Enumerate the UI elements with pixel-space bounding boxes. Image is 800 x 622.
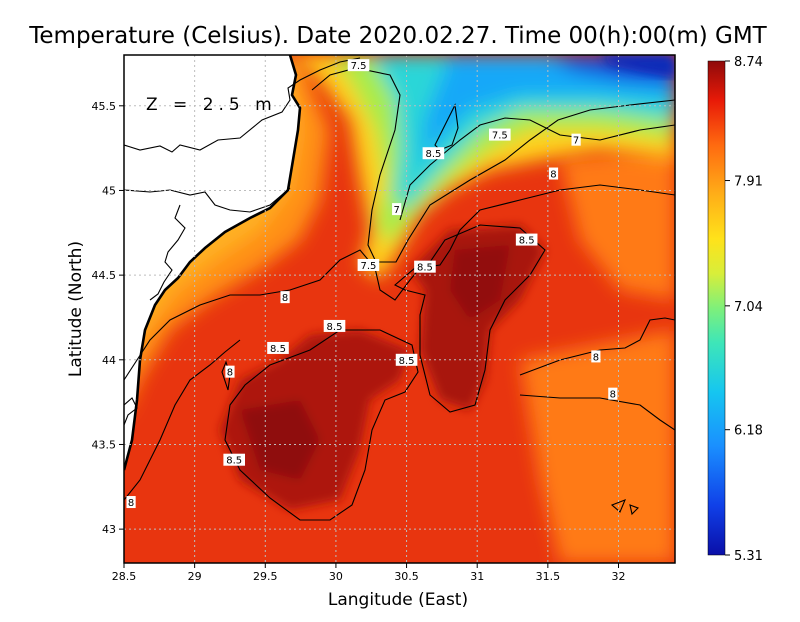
contour-label-bg [591,350,601,363]
contour-label: 8.5 [425,149,441,160]
chart-title: Temperature (Celsius). Date 2020.02.27. … [28,23,767,49]
land-mass [124,55,300,470]
colorbar [707,60,726,556]
y-tick-label: 43.5 [92,438,117,451]
contour-label: 8 [550,170,556,181]
x-tick-label: 31 [470,570,484,583]
contour-label: 7.5 [351,61,367,72]
contour-label-bg [223,453,245,466]
contour-label: 8.5 [226,456,242,467]
colorbar-tick-label: 8.74 [734,55,763,70]
contour-label: 8.5 [519,236,535,247]
colorbar-tick-label: 7.91 [734,175,763,190]
contour-label-bg [323,319,346,332]
contour-label-group: 7.5 8.5 7.5 7 8 7 8.5 7.5 8.5 8 8.5 8.5 8.5 8 8 8 8.5 8 [126,59,618,509]
contour-label: 8 [227,368,233,379]
contour-label: 7.5 [360,261,376,272]
contour-label-bg [515,233,538,246]
contour-label-bg [347,59,370,72]
contour-label-bg [357,258,380,271]
contour-label-bg [392,203,402,216]
y-axis-label: Latitude (North) [66,241,86,377]
contour-label: 8.5 [399,356,415,367]
contour-label-bg [126,496,136,509]
contour-label: 8 [593,352,599,363]
contour-lines [124,57,675,521]
plot-frame [123,54,676,564]
contour-label-bg [489,128,511,141]
contour-label: 8 [610,390,616,401]
y-axis-ticks: 43 43.5 44 44.5 45 45.5 [92,100,124,536]
y-tick-label: 43 [102,523,116,536]
y-tick-label: 44 [102,354,116,367]
x-tick-label: 30 [329,570,343,583]
depth-annotation: Z = 2.5 m [146,95,277,115]
contour-label-bg [225,365,235,378]
colorbar-tick-label: 5.31 [734,549,763,564]
colorbar-tick-label: 6.18 [734,424,763,439]
y-tick-label: 44.5 [92,269,117,282]
y-tick-label: 45.5 [92,100,117,113]
contour-label-bg [267,341,289,354]
x-tick-label: 29 [188,570,202,583]
contour-label-bg [280,291,290,304]
contour-label: 8 [128,498,134,509]
x-tick-label: 30.5 [394,570,419,583]
contour-label-bg [414,260,436,273]
contour-label-bg [548,167,559,180]
contour-label: 8.5 [417,263,433,274]
contour-label: 8.5 [270,344,286,355]
temperature-field [124,55,675,563]
contour-label-bg [608,387,618,400]
contour-label: 7 [573,136,579,147]
contour-label: 8.5 [327,322,343,333]
x-tick-label: 29.5 [253,570,278,583]
x-tick-label: 31.5 [536,570,561,583]
x-tick-label: 28.5 [112,570,137,583]
contour-label: 7.5 [492,131,508,142]
colorbar-tick-label: 7.04 [734,300,763,315]
x-axis-ticks: 28.5 29 29.5 30 30.5 31 31.5 32 [112,563,625,583]
x-tick-label: 32 [611,570,625,583]
coastline [124,55,302,471]
contour-label: 7 [393,205,399,216]
contour-label-bg [571,133,581,146]
contour-label: 8 [282,293,288,304]
contour-label-bg [395,353,418,366]
contour-label-bg [422,147,445,160]
x-axis-label: Langitude (East) [328,590,468,610]
colorbar-ticks: 8.74 7.91 7.04 6.18 5.31 [725,55,763,564]
y-tick-label: 45 [102,184,116,197]
grid-lines [123,55,675,563]
